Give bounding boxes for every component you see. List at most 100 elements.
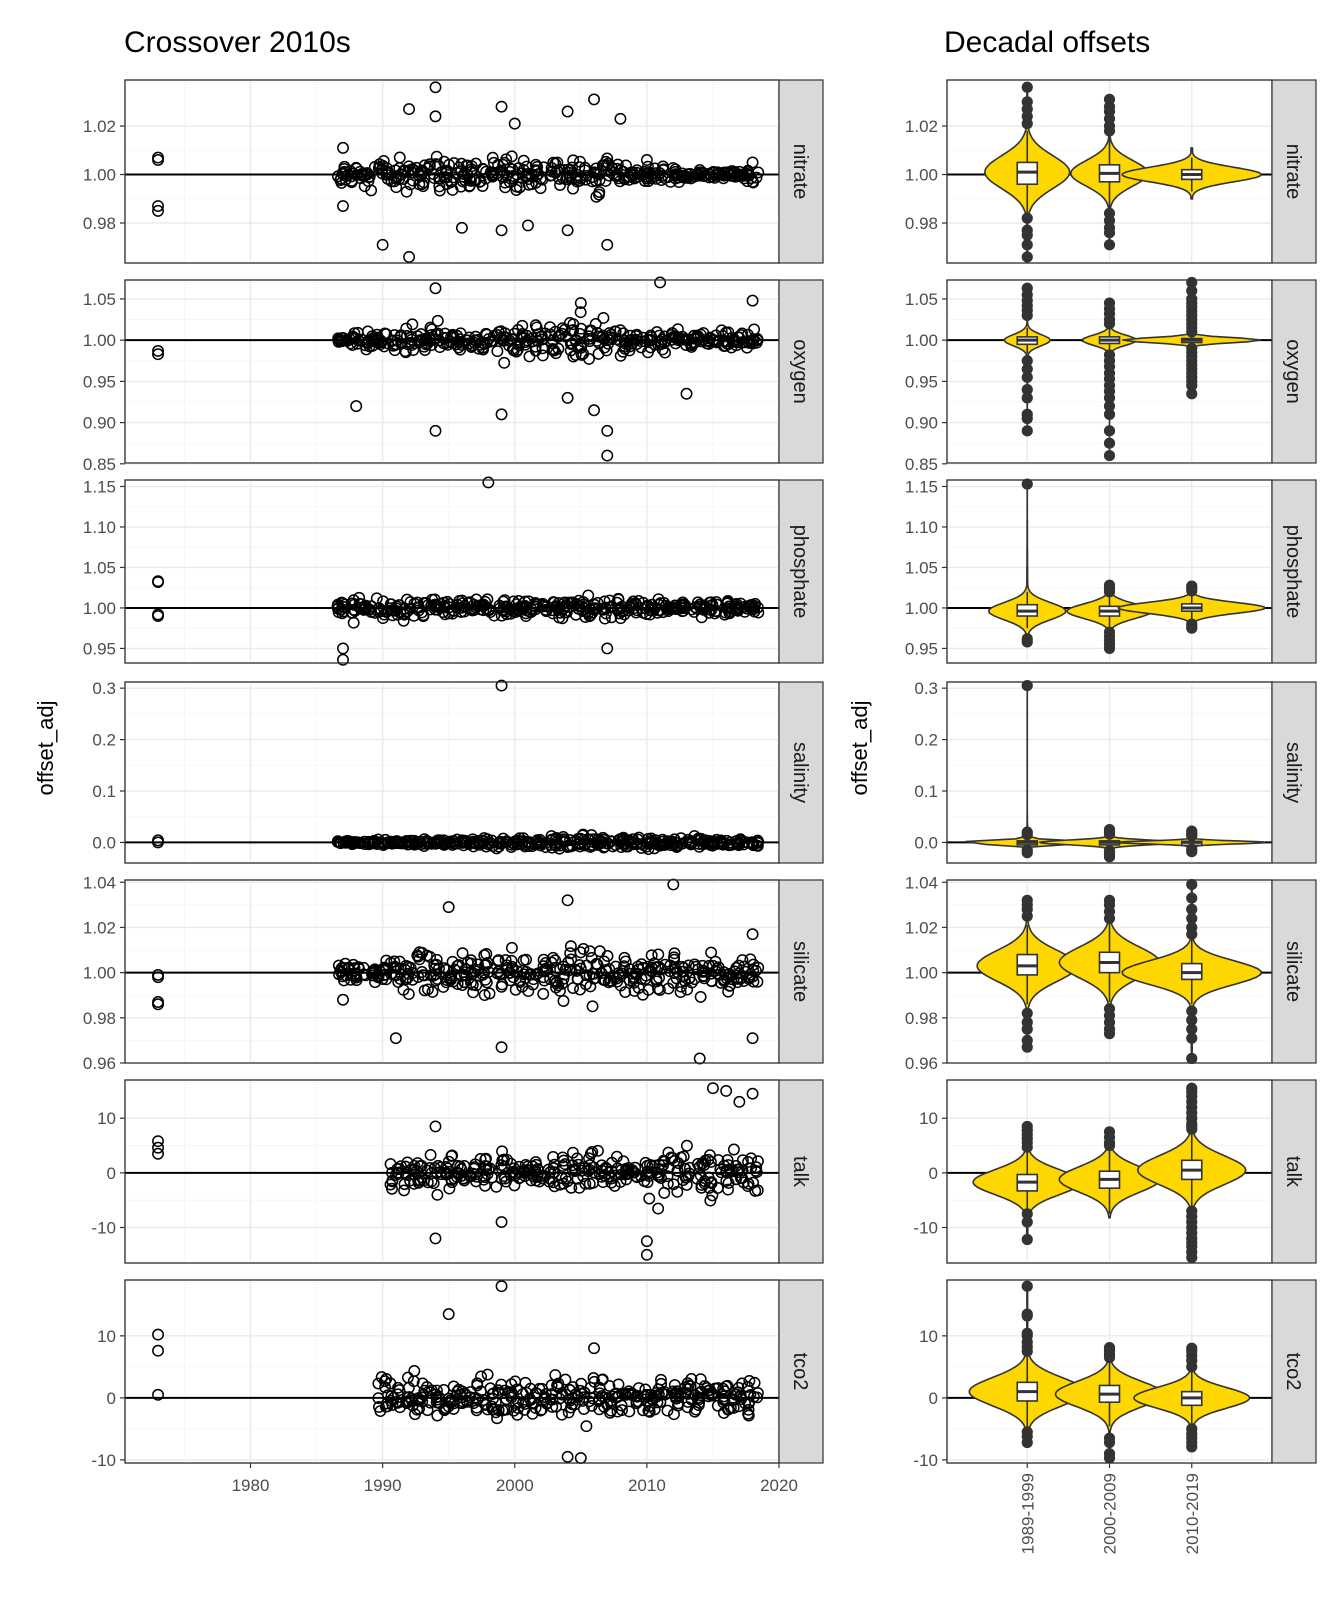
- outlier-point: [1103, 1028, 1116, 1040]
- y-tick-label: 1.02: [83, 117, 116, 136]
- facet-strip-label: nitrate: [1282, 144, 1304, 200]
- data-point: [730, 1173, 743, 1186]
- data-point: [556, 977, 569, 990]
- data-point: [337, 642, 349, 655]
- outlier-point: [1186, 585, 1198, 597]
- y-tick-label: 0.2: [92, 731, 116, 750]
- data-point: [746, 1032, 759, 1045]
- outlier-point: [1021, 363, 1033, 375]
- data-point: [618, 951, 631, 964]
- data-point: [720, 1164, 733, 1177]
- data-point: [549, 347, 562, 360]
- y-tick-label: 1.02: [905, 918, 938, 937]
- outlier-point: [1186, 622, 1198, 634]
- data-point: [345, 170, 358, 183]
- data-point: [569, 1163, 582, 1176]
- data-point: [530, 968, 543, 981]
- data-point: [530, 165, 543, 178]
- data-point: [747, 1390, 760, 1403]
- data-point: [587, 166, 600, 179]
- y-tick-label: 1.05: [905, 558, 938, 577]
- data-point: [152, 1328, 164, 1341]
- outlier-point: [1021, 1345, 1033, 1357]
- data-point: [573, 161, 586, 174]
- outlier-point: [1021, 829, 1033, 841]
- data-point: [429, 81, 442, 94]
- data-point: [476, 180, 489, 192]
- data-point: [574, 306, 587, 319]
- data-point: [567, 982, 579, 994]
- data-point: [614, 612, 627, 625]
- data-point: [617, 327, 630, 340]
- data-point: [736, 1154, 749, 1167]
- data-point: [563, 316, 576, 329]
- data-point: [438, 155, 451, 168]
- y-tick-label: 1.05: [83, 290, 116, 309]
- data-point: [490, 1180, 503, 1193]
- data-point: [572, 594, 585, 607]
- data-point: [615, 1399, 628, 1412]
- data-point: [437, 606, 449, 619]
- data-point: [584, 980, 597, 993]
- facet-strip-label: silicate: [1282, 941, 1304, 1002]
- data-point: [399, 346, 412, 359]
- data-point: [652, 1202, 665, 1215]
- y-tick-label: 0: [107, 1164, 116, 1183]
- y-tick-label: 0.90: [83, 414, 116, 433]
- outlier-point: [1186, 379, 1198, 392]
- outlier-point: [1186, 1014, 1198, 1026]
- outlier-point: [1186, 1441, 1198, 1453]
- data-point: [668, 947, 681, 960]
- data-point: [152, 1344, 164, 1357]
- data-point: [397, 614, 410, 627]
- data-point: [623, 1405, 636, 1418]
- data-point: [504, 1157, 517, 1170]
- data-point: [601, 642, 614, 655]
- scatter-facet-oxygen: 0.85 0.90 0.95 1.00 1.05 oxygen: [83, 276, 824, 474]
- outlier-point: [1021, 1023, 1033, 1035]
- data-point: [583, 610, 596, 623]
- data-point: [522, 219, 534, 232]
- data-point: [583, 1159, 596, 1172]
- data-point: [747, 839, 760, 852]
- facet-strip: [1271, 681, 1317, 864]
- data-point: [398, 1184, 411, 1197]
- data-point: [505, 150, 518, 163]
- data-point: [640, 1235, 653, 1248]
- data-point: [517, 154, 530, 167]
- data-point: [746, 294, 759, 307]
- facet-strip: [1271, 1279, 1317, 1464]
- data-point: [433, 184, 446, 197]
- y-tick-label: 10: [919, 1327, 938, 1346]
- outlier-point: [1021, 1007, 1033, 1019]
- right-chart-title: Decadal offsets: [944, 26, 1150, 59]
- data-point: [703, 959, 716, 972]
- data-point: [404, 178, 417, 191]
- data-point: [475, 1370, 488, 1383]
- data-point: [442, 901, 455, 914]
- data-point: [453, 161, 466, 174]
- data-point: [495, 1216, 508, 1228]
- data-point: [593, 188, 605, 201]
- data-point: [554, 984, 566, 997]
- data-point: [455, 221, 468, 234]
- data-point: [389, 1032, 402, 1045]
- data-point: [537, 965, 550, 978]
- data-point: [495, 1041, 508, 1054]
- data-point: [742, 1403, 755, 1416]
- scatter-facet-nitrate: 0.98 1.00 1.02 nitrate: [83, 79, 824, 264]
- facet-strip: [1271, 1079, 1317, 1264]
- data-point: [680, 1139, 693, 1152]
- data-point: [545, 337, 558, 349]
- y-tick-label: 0.98: [83, 214, 116, 233]
- data-point: [661, 1404, 674, 1417]
- data-point: [546, 604, 558, 617]
- outlier-point: [1021, 1208, 1033, 1220]
- data-point: [718, 1390, 730, 1403]
- outlier-point: [1103, 642, 1116, 655]
- data-point: [681, 1383, 694, 1396]
- data-point: [737, 1176, 750, 1189]
- data-point: [572, 1390, 585, 1403]
- panel-background: [124, 1279, 780, 1464]
- data-point: [747, 1176, 760, 1189]
